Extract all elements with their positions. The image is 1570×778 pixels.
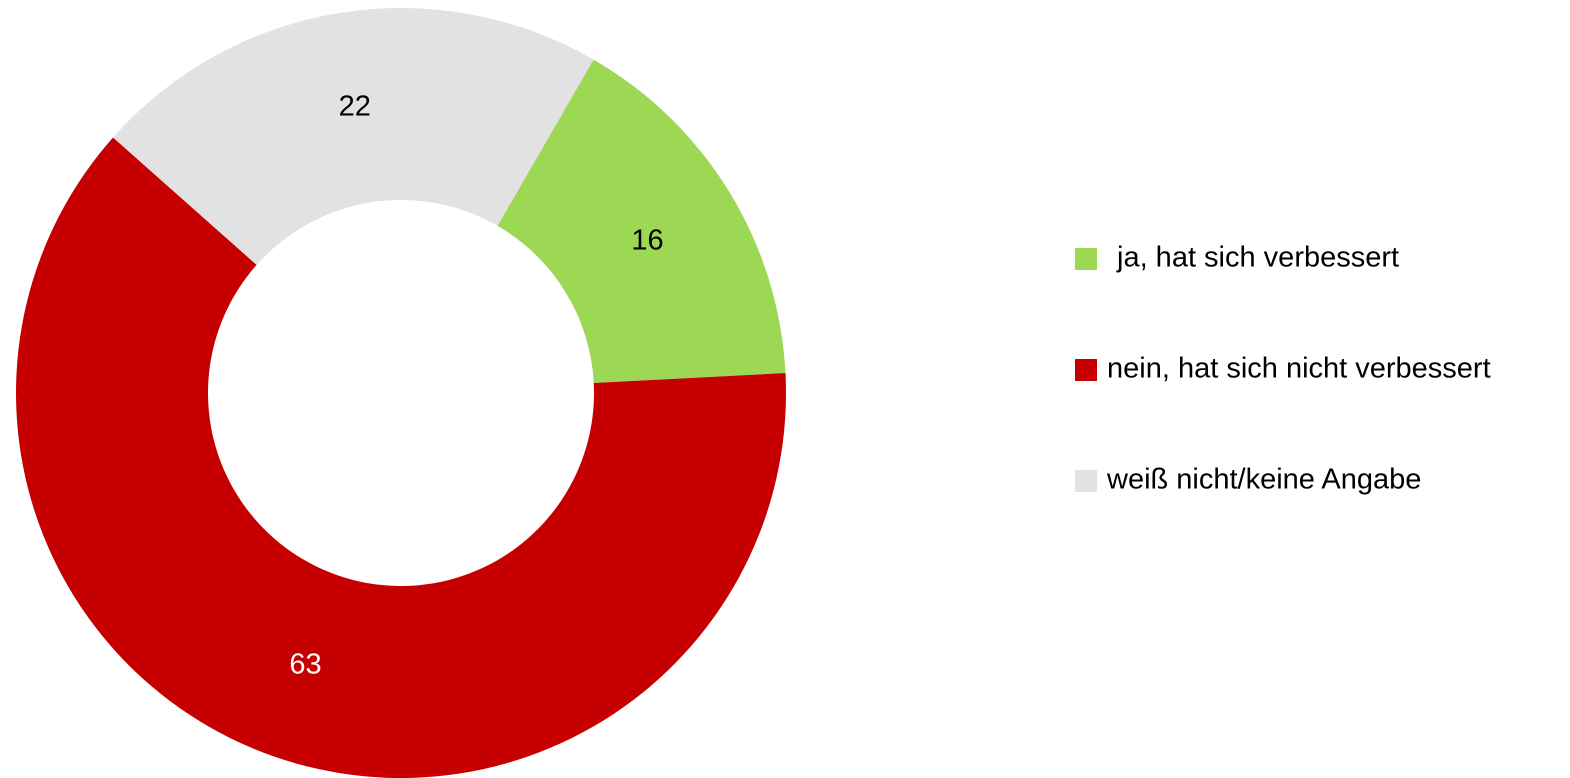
legend-swatch: [1075, 470, 1097, 492]
donut-segment: [497, 59, 786, 383]
donut-segment: [15, 137, 787, 778]
donut-segment: [113, 8, 594, 265]
data-label: 63: [289, 648, 321, 680]
legend-label: weiß nicht/keine Angabe: [1106, 464, 1421, 496]
legend-swatch: [1075, 359, 1097, 381]
legend-label: ja, hat sich verbessert: [1116, 242, 1399, 274]
data-label: 16: [631, 225, 663, 257]
data-label: 22: [339, 90, 371, 122]
legend-swatch: [1075, 248, 1097, 270]
legend-label: nein, hat sich nicht verbessert: [1107, 353, 1491, 385]
